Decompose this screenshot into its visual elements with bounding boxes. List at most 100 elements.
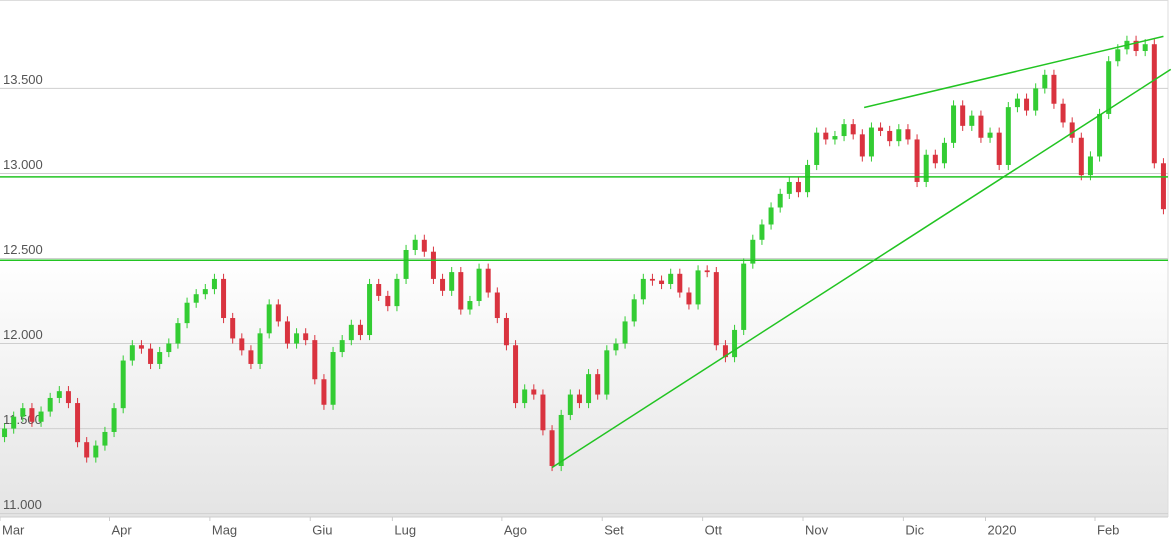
candle-body <box>175 323 181 344</box>
y-tick-label: 12.500 <box>3 242 43 257</box>
candle-body <box>157 352 163 364</box>
candle-body <box>586 374 592 404</box>
candle-body <box>476 268 482 302</box>
candle-body <box>823 132 829 140</box>
candle-body <box>878 127 884 131</box>
candle-body <box>969 115 975 126</box>
x-tick-label: Ago <box>504 522 527 537</box>
candle-body <box>449 272 455 291</box>
candle-body <box>193 294 199 303</box>
candle-body <box>567 394 573 415</box>
candle-body <box>2 428 8 438</box>
y-tick-label: 12.000 <box>3 327 43 342</box>
candle-body <box>29 408 35 422</box>
candle-body <box>275 304 281 322</box>
candle-body <box>284 321 290 344</box>
candle-body <box>996 132 1002 165</box>
candle-body <box>777 193 783 208</box>
candle-body <box>65 391 71 404</box>
candle-body <box>312 340 318 380</box>
candle-body <box>93 445 99 458</box>
x-tick-label: Dic <box>905 522 924 537</box>
candle-body <box>202 289 208 295</box>
candle-body <box>348 324 354 341</box>
candle-body <box>430 251 436 279</box>
candle-body <box>1160 163 1166 210</box>
candle-body <box>832 136 838 140</box>
candle-body <box>732 329 738 358</box>
candle-body <box>403 249 409 279</box>
candle-body <box>768 207 774 225</box>
candle-body <box>266 304 272 334</box>
candle-body <box>211 278 217 290</box>
candle-body <box>1115 49 1121 62</box>
candle-body <box>467 301 473 310</box>
candle-body <box>649 278 655 281</box>
background-band <box>0 258 1168 517</box>
candle-body <box>248 350 254 364</box>
candle-body <box>549 430 555 466</box>
trend-line <box>551 68 1171 469</box>
candle-body <box>686 292 692 305</box>
candle-body <box>1033 88 1039 111</box>
candle-body <box>102 431 108 446</box>
candle-body <box>914 139 920 182</box>
candle-body <box>330 352 336 405</box>
candle-body <box>230 318 236 339</box>
candle-body <box>38 411 44 422</box>
candle-body <box>148 348 154 364</box>
candle-body <box>531 389 537 395</box>
candle-body <box>923 154 929 182</box>
candle-body <box>1014 98 1020 108</box>
candle-body <box>814 132 820 165</box>
candle-body <box>421 239 427 252</box>
x-tick-label: 2020 <box>988 522 1017 537</box>
candle-body <box>166 343 172 353</box>
candle-body <box>1142 44 1148 52</box>
candle-body <box>239 338 245 351</box>
x-tick-label: Mag <box>212 522 237 537</box>
candle-body <box>805 164 811 193</box>
candle-body <box>1087 156 1093 176</box>
candle-body <box>1024 98 1030 111</box>
candle-body <box>75 403 81 443</box>
x-tick-label: Feb <box>1097 522 1119 537</box>
candle-body <box>184 302 190 324</box>
candle-body <box>850 124 856 135</box>
x-tick-label: Nov <box>805 522 829 537</box>
x-tick-label: Set <box>604 522 624 537</box>
candle-body <box>440 278 446 291</box>
candle-body <box>129 345 135 361</box>
candle-body <box>750 239 756 264</box>
candle-body <box>458 272 464 310</box>
candle-body <box>1097 113 1103 157</box>
candle-body <box>604 350 610 395</box>
candle-body <box>540 394 546 431</box>
candle-body <box>987 132 993 138</box>
trend-line <box>863 35 1164 109</box>
candle-body <box>576 394 582 404</box>
candle-body <box>978 115 984 138</box>
candle-body <box>1078 137 1084 176</box>
candle-body <box>677 273 683 293</box>
candle-body <box>960 105 966 126</box>
candle-body <box>120 360 126 409</box>
candle-body <box>595 374 601 395</box>
candle-body <box>868 127 874 157</box>
x-tick-label: Giu <box>312 522 332 537</box>
candle-body <box>385 295 391 307</box>
candle-body <box>741 263 747 330</box>
candle-body <box>759 224 765 240</box>
candle-body <box>20 408 26 417</box>
candle-body <box>138 345 144 349</box>
candle-body <box>704 270 710 273</box>
candle-body <box>668 273 674 285</box>
candle-body <box>357 324 363 336</box>
x-tick-label: Ott <box>705 522 723 537</box>
candle-body <box>1042 74 1048 89</box>
candle-body <box>485 268 491 293</box>
candle-body <box>795 181 801 193</box>
candle-body <box>221 278 227 319</box>
candle-body <box>640 278 646 300</box>
